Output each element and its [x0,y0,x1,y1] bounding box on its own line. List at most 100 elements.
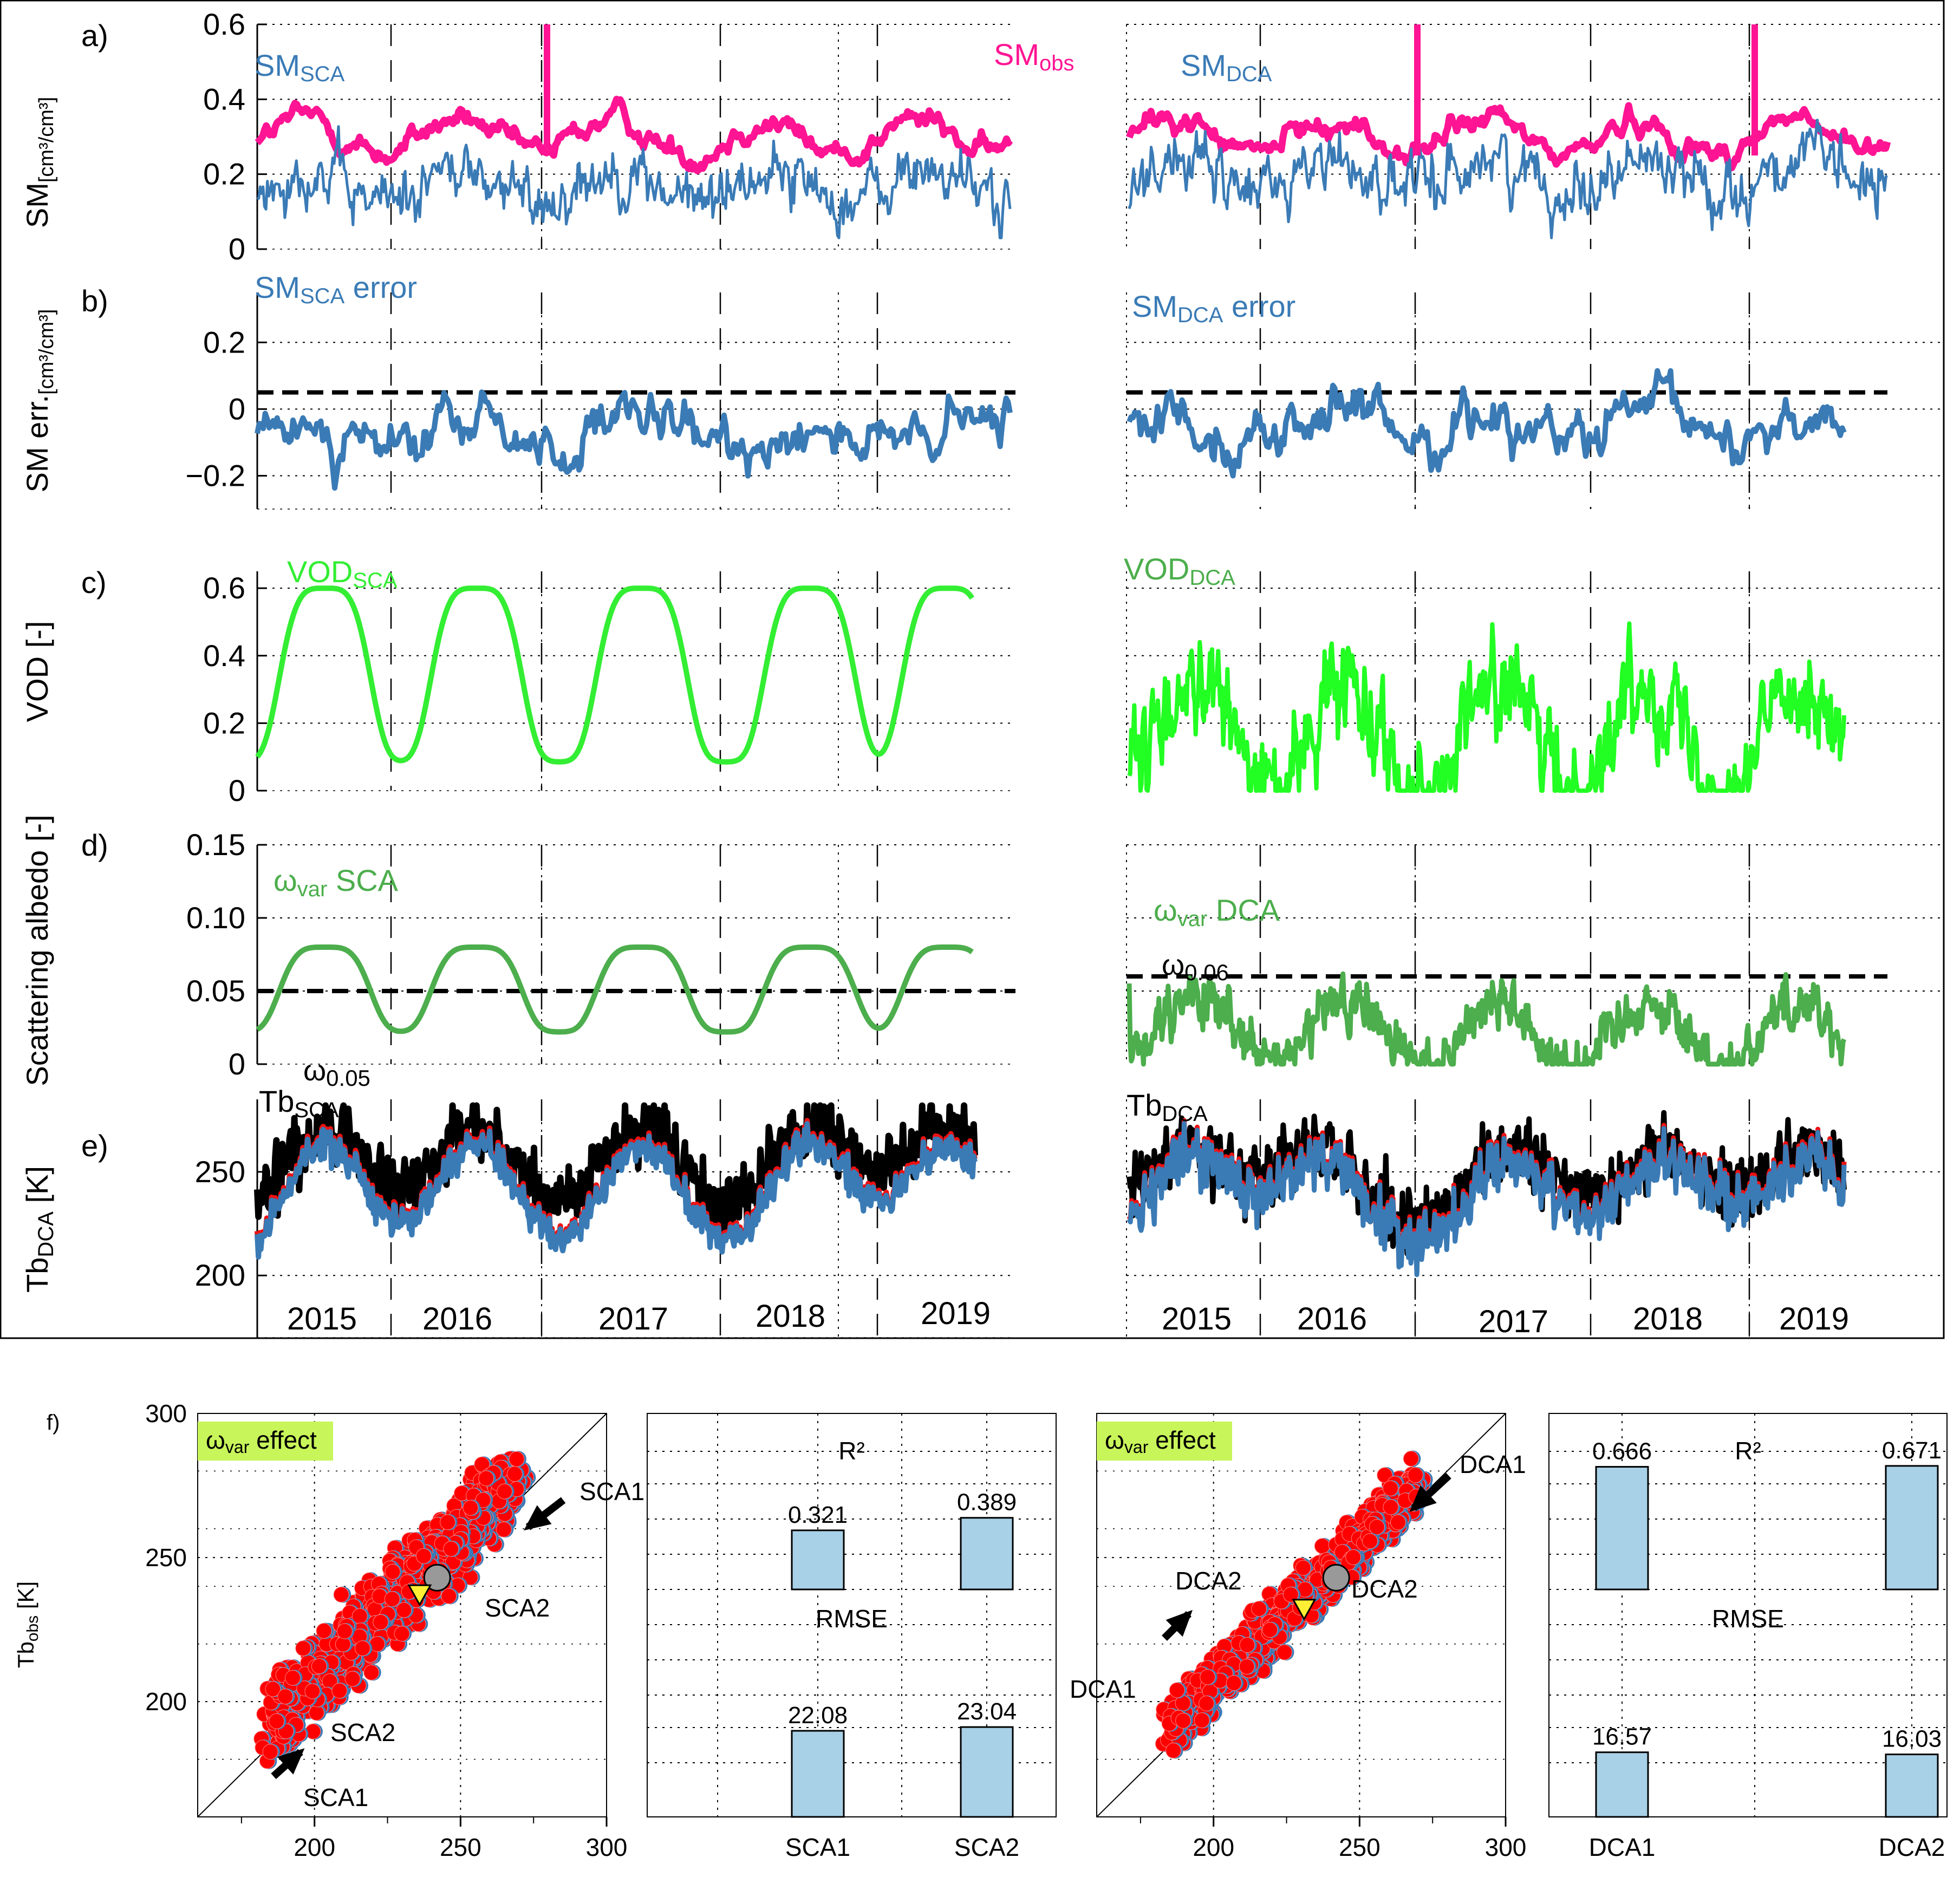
scatter-point-const [1262,1622,1278,1638]
x-tick-label: 300 [586,1833,628,1861]
year-label: 2019 [1779,1301,1849,1337]
year-label: 2018 [756,1299,825,1334]
label-sm-dca-error: SMDCA error [1132,289,1295,327]
label-omega-005: ω0.05 [303,1054,370,1091]
scatter-point-const [394,1626,410,1642]
scatter-point-const [1369,1519,1385,1535]
label-sm-dca: SMDCA [1181,48,1272,86]
sm-sca-series [256,125,1012,239]
mean-marker-circle [1322,1563,1350,1592]
sm-dca-error-series [1126,368,1847,479]
y-tick-label: 0 [229,392,245,426]
arrow-dca2-left-head [1165,1609,1193,1637]
badge-right: ωvar effect [1097,1422,1232,1461]
omega-var-dca-series [1126,971,1847,1067]
scatter-point-const [443,1541,459,1557]
y-tick-label: 0.05 [186,974,245,1008]
panel-e-letter: e) [81,1129,108,1163]
scatter-point-const [269,1713,285,1729]
x-tick-label: 250 [440,1833,481,1861]
year-label: 2015 [1162,1301,1232,1337]
scatter-point-const [304,1683,321,1699]
scatter-point-const [1251,1601,1267,1617]
label-omega-var-dca: ωvar DCA [1154,893,1280,931]
scatter-point-const [1295,1560,1311,1576]
bar-label-r2: 0.321 [788,1502,848,1528]
arrow-sca2-low-head [277,1748,305,1775]
scatter-point-const [336,1623,353,1639]
label-vod-dca: VODDCA [1124,552,1235,590]
year-label: 2016 [1297,1301,1367,1337]
scatter-point-const [311,1658,327,1674]
label-omega-var-sca: ωvar SCA [274,863,399,901]
ylabel-e: TbDCA [K] [20,1166,58,1293]
tb-obs-series [254,1102,978,1238]
scatter-point-const [475,1492,491,1508]
y-tick-label: 0.4 [203,638,245,673]
bar-header-rmse: RMSE [816,1605,888,1633]
scatter-point-const [478,1470,494,1487]
scatter-points [1155,1450,1433,1759]
scatter-point-const [1390,1514,1406,1530]
scatter-point-const [1175,1712,1191,1729]
scatter-point-const [1362,1533,1378,1549]
y-tick-label: 0 [229,1047,245,1081]
badge-left: ωvar effect [198,1422,333,1461]
annot-dca2-left: DCA2 [1175,1567,1242,1595]
y-tick-label: 250 [145,1543,187,1572]
scatter-point-const [1226,1675,1242,1691]
bar-rmse [960,1726,1014,1818]
bar-header-rmse: RMSE [1712,1605,1784,1633]
scatter-point-const [1194,1712,1210,1729]
ylabel-d: Scattering albedo [-] [20,814,54,1086]
annot-sca1-top: SCA1 [579,1477,644,1505]
scatter-point-const [1282,1586,1299,1602]
scatter-point-const [354,1640,370,1657]
overlay-layer [271,1472,1451,1780]
y-tick-label: 0.2 [203,706,245,740]
vod-sca-series [255,585,975,765]
tb-var-series [1126,1121,1847,1278]
y-tick-label: 0.6 [203,571,245,605]
year-labels-right: 2015 2016 2017 2018 2019 [1162,1301,1849,1339]
bar-label-rmse: 16.03 [1882,1726,1942,1752]
omega-var-sca-series [256,944,974,1035]
annot-dca1-top: DCA1 [1460,1450,1526,1478]
year-label: 2017 [1479,1304,1548,1339]
svg-text:ωvar effect: ωvar effect [206,1426,317,1457]
y-tick-label: 0.2 [203,325,245,359]
bar-r2 [791,1529,845,1591]
scatter-point-const [384,1591,400,1607]
scatter-point-const [1165,1743,1182,1759]
bar-rmse [791,1730,845,1818]
scatter-point-const [506,1466,523,1482]
year-labels-left: 2015 2016 2017 2018 2019 [287,1296,991,1337]
bar-category-label: SCA2 [954,1833,1019,1861]
year-label: 2017 [598,1301,668,1337]
scatter-point-const [1199,1696,1215,1712]
sm-dca-series [1128,119,1888,239]
panel-b-letter: b) [81,284,108,318]
year-label: 2018 [1633,1301,1703,1337]
sm-sca-error-series [255,389,1013,491]
label-vod-sca: VODSCA [287,555,398,592]
arrow-dca1-top-head [1409,1485,1437,1512]
scatter-point-const [1403,1450,1419,1467]
scatter-point-const [497,1483,513,1500]
annot-sca2-low: SCA2 [330,1718,395,1746]
panel-d-letter: d) [81,828,108,862]
mean-marker-circle [423,1563,451,1592]
scatter-points [253,1450,536,1769]
scatter-point-const [373,1614,389,1630]
panel-c-letter: c) [81,565,107,599]
bar-label-rmse: 23.04 [957,1698,1017,1725]
scatter-point-const [496,1521,512,1537]
scatter-point-const [265,1681,281,1697]
bar-r2 [1595,1466,1649,1591]
y-tick-label: 200 [145,1687,187,1716]
year-label: 2016 [422,1301,492,1337]
scatter-point-const [277,1689,294,1705]
mean-marker-triangle [1292,1599,1317,1621]
svg-text:ωvar effect: ωvar effect [1105,1426,1216,1457]
